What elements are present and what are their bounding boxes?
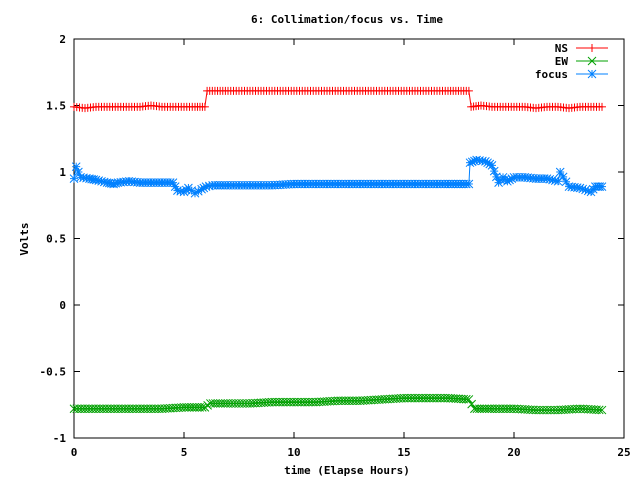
y-tick-label: 0	[59, 299, 66, 312]
data-point	[558, 172, 568, 182]
y-axis: -1 -0.5 0 0.5 1 1.5 2	[40, 33, 624, 445]
legend-marker-focus	[587, 69, 597, 79]
data-point	[197, 184, 206, 194]
data-point	[464, 86, 473, 95]
data-point	[197, 403, 207, 412]
data-point	[487, 160, 497, 170]
legend-label-ns: NS	[555, 42, 568, 55]
data-point	[464, 395, 474, 404]
y-tick-label: 1	[59, 166, 66, 179]
legend-label-focus: focus	[535, 68, 568, 81]
series-ns	[70, 86, 606, 113]
series-focus	[69, 155, 607, 198]
series-ew	[69, 393, 607, 415]
data-point	[464, 179, 474, 189]
y-tick-label: -0.5	[40, 366, 67, 379]
data-point	[485, 159, 495, 169]
y-tick-label: 2	[59, 33, 66, 46]
x-axis: 0 5 10 15 20 25	[71, 39, 631, 459]
x-tick-label: 25	[617, 446, 630, 459]
data-point	[598, 102, 606, 111]
plot-border	[73, 38, 625, 439]
x-tick-label: 10	[287, 446, 300, 459]
y-tick-label: 1.5	[46, 100, 66, 113]
data-point	[594, 405, 604, 415]
series-layer	[69, 86, 607, 415]
legend-label-ew: EW	[555, 55, 569, 68]
data-point	[597, 182, 607, 191]
y-axis-label: Volts	[18, 222, 31, 255]
x-tick-label: 20	[507, 446, 520, 459]
x-tick-label: 15	[397, 446, 410, 459]
data-point	[489, 166, 499, 176]
x-tick-label: 0	[71, 446, 78, 459]
y-tick-label: 0.5	[46, 233, 66, 246]
plot-frame	[73, 38, 625, 439]
data-point	[597, 405, 607, 415]
x-axis-label: time (Elapse Hours)	[284, 464, 410, 477]
data-point	[555, 167, 565, 177]
chart-title: 6: Collimation/focus vs. Time	[251, 13, 443, 26]
x-tick-label: 5	[181, 446, 188, 459]
y-tick-label: -1	[53, 432, 67, 445]
data-point	[200, 102, 209, 111]
legend-marker-ew	[587, 56, 597, 66]
legend-marker-ns	[588, 44, 596, 52]
